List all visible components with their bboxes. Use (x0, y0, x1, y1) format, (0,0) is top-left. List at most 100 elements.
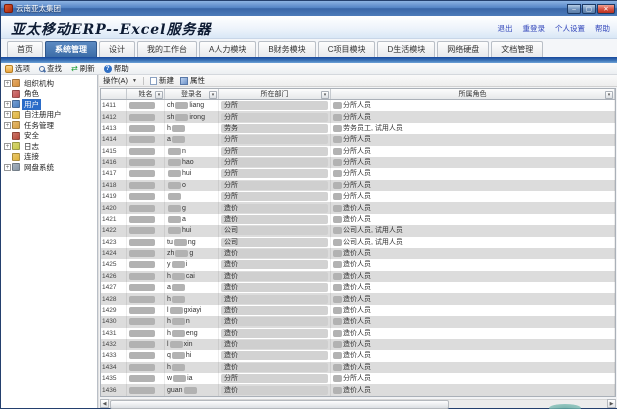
redaction-blob (333, 352, 342, 360)
column-header-login-label: 登录名 (181, 91, 202, 98)
toolbar-find[interactable]: 查找 (39, 63, 62, 74)
role-cell: 分所人员 (331, 134, 615, 146)
maximize-button[interactable]: ▢ (582, 3, 596, 14)
table-row[interactable]: 1436 guan 造价 造价人员 (101, 384, 615, 396)
row-id-cell: 1422 (101, 225, 127, 237)
dept-cell: 造价 (219, 270, 331, 282)
dept-value: 公司 (221, 237, 328, 247)
dept-value: 分所 (221, 180, 328, 190)
link-personal-settings[interactable]: 个人设置 (555, 24, 585, 33)
name-filter-button[interactable]: ▾ (155, 90, 163, 99)
table-row[interactable]: 1419 分所 分所人员 (101, 191, 615, 203)
tree-item-self-registered[interactable]: + 自注册用户 (3, 110, 97, 121)
dept-cell: 分所 (219, 179, 331, 191)
expander-icon[interactable]: + (4, 79, 11, 87)
link-relogin[interactable]: 重登录 (522, 24, 546, 33)
role-value: 劳务员工, 试用人员 (343, 124, 403, 132)
table-row[interactable]: 1421 a 造价 造价人员 (101, 213, 615, 226)
table-row[interactable]: 1427 a 造价 造价人员 (101, 282, 615, 294)
dept-value: 分所 (221, 169, 328, 179)
table-row[interactable]: 1422 hui 公司 公司人员, 试用人员 (101, 225, 615, 237)
dept-cell: 造价 (219, 282, 331, 294)
tree-item-self-registered-icon (12, 110, 20, 119)
table-row[interactable]: 1411 ch liang 分所 分所人员 (101, 100, 615, 112)
tab-hr-module[interactable]: A人力模块 (199, 41, 257, 57)
redaction-blob (333, 386, 342, 394)
dept-value: 造价 (221, 317, 328, 327)
table-row[interactable]: 1418 o 分所 分所人员 (101, 179, 615, 191)
name-cell (127, 373, 165, 385)
row-id-cell: 1411 (101, 100, 127, 112)
tab-life-module[interactable]: D生活模块 (377, 41, 436, 57)
tree-item-users[interactable]: + 用户 (3, 98, 97, 110)
tab-project-module[interactable]: C项目模块 (317, 41, 376, 57)
expander-icon[interactable]: + (4, 100, 11, 108)
table-row[interactable]: 1414 a 分所 分所人员 (101, 134, 615, 146)
close-button[interactable]: ✕ (597, 3, 615, 14)
table-row[interactable]: 1426 h cai 造价 造价人员 (101, 270, 615, 282)
table-row[interactable]: 1415 n 分所 分所人员 (101, 145, 615, 157)
redaction-blob (333, 227, 342, 235)
table-row[interactable]: 1433 q hi 造价 造价人员 (101, 350, 615, 362)
tree-item-organization[interactable]: + 组织机构 (3, 78, 97, 89)
name-cell (127, 179, 165, 191)
table-row[interactable]: 1424 zh g 造价 造价人员 (101, 247, 615, 260)
table-row[interactable]: 1431 h eng 造价 造价人员 (101, 327, 615, 339)
dept-value: 公司 (221, 226, 328, 236)
tab-design[interactable]: 设计 (99, 41, 135, 57)
redacted-name (129, 170, 155, 178)
tree-item-role[interactable]: 角色 (3, 89, 97, 100)
tab-finance-module[interactable]: B财务模块 (258, 41, 316, 57)
name-cell (127, 384, 165, 396)
redacted-login-part (171, 136, 185, 144)
table-row[interactable]: 1432 l xin 造价 造价人员 (101, 338, 615, 351)
new-button[interactable]: 新建 (149, 75, 174, 86)
dept-filter-button[interactable]: ▾ (321, 90, 329, 99)
table-row[interactable]: 1434 h 造价 造价人员 (101, 361, 615, 373)
table-row[interactable]: 1423 tu ng 公司 公司人员, 试用人员 (101, 236, 615, 248)
tab-workbench[interactable]: 我的工作台 (137, 41, 197, 57)
table-row[interactable]: 1420 g 造价 造价人员 (101, 202, 615, 214)
operation-menu-button[interactable]: 操作(A) ▼ (103, 75, 137, 86)
minimize-button[interactable]: – (567, 3, 581, 14)
table-row[interactable]: 1429 l gxiayi 造价 造价人员 (101, 304, 615, 317)
expander-icon[interactable]: + (4, 163, 11, 171)
tab-doc-mgmt[interactable]: 文档管理 (491, 41, 544, 57)
tree-item-logs[interactable]: + 日志 (3, 141, 97, 152)
scroll-left-arrow[interactable]: ◀ (100, 399, 109, 408)
tree-item-connections[interactable]: 连接 (3, 152, 97, 163)
login-post: i (185, 261, 188, 269)
toolbar-options[interactable]: 选项 (5, 63, 30, 74)
scrollbar-track[interactable] (109, 399, 607, 409)
tree-item-netdisk[interactable]: + 网盘系统 (3, 162, 97, 173)
column-header-name-label: 姓名 (138, 91, 153, 98)
tab-home[interactable]: 首页 (7, 41, 43, 57)
table-row[interactable]: 1428 h 造价 造价人员 (101, 293, 615, 305)
scrollbar-thumb[interactable] (110, 400, 449, 409)
login-filter-button[interactable]: ▾ (209, 90, 217, 99)
link-help[interactable]: 帮助 (595, 24, 610, 33)
properties-button[interactable]: 属性 (179, 75, 205, 86)
table-row[interactable]: 1413 h 劳务 劳务员工, 试用人员 (101, 122, 615, 135)
tab-network-disk[interactable]: 网络硬盘 (437, 41, 490, 57)
tab-system-mgmt[interactable]: 系统管理 (45, 41, 97, 57)
table-row[interactable]: 1412 sh irong 分所 分所人员 (101, 111, 615, 123)
scroll-right-arrow[interactable]: ▶ (607, 399, 616, 408)
tree-item-security[interactable]: 安全 (3, 131, 97, 142)
expander-icon[interactable]: + (4, 142, 11, 150)
table-body: 1411 ch liang 分所 分所人员 1412 sh irong 分所 分所人… (101, 100, 615, 396)
expander-icon[interactable]: + (4, 111, 11, 119)
dept-cell: 公司 (219, 225, 331, 237)
table-row[interactable]: 1435 w ia 分所 分所人员 (101, 373, 615, 385)
expander-icon[interactable]: + (4, 121, 11, 129)
table-row[interactable]: 1417 hui 分所 分所人员 (101, 168, 615, 180)
toolbar-help[interactable]: ? 帮助 (103, 63, 129, 74)
table-row[interactable]: 1416 hao 分所 分所人员 (101, 156, 615, 169)
toolbar-refresh[interactable]: ⇄ 刷新 (71, 63, 95, 74)
tree-item-task-mgmt[interactable]: + 任务管理 (3, 120, 97, 131)
role-filter-button[interactable]: ▾ (605, 90, 613, 99)
link-logout[interactable]: 退出 (497, 24, 513, 33)
